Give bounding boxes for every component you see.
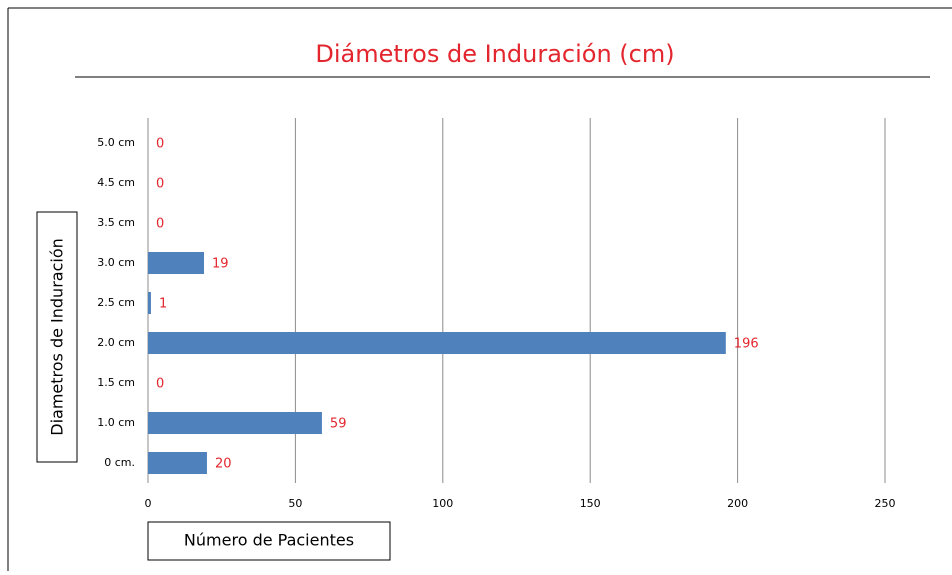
x-tick-label: 0 — [145, 497, 152, 510]
x-label-box — [147, 521, 391, 561]
bar — [148, 292, 151, 314]
x-tick-label: 100 — [432, 497, 453, 510]
value-label: 0 — [156, 177, 164, 192]
value-label: 0 — [156, 377, 164, 392]
y-tick-label: 0 cm. — [104, 456, 135, 469]
value-label: 19 — [212, 257, 229, 272]
bar — [148, 452, 207, 474]
y-tick-label: 2.0 cm — [97, 336, 135, 349]
x-tick-label: 200 — [727, 497, 748, 510]
x-tick-label: 150 — [580, 497, 601, 510]
y-tick-label: 3.5 cm — [97, 216, 135, 229]
y-tick-label: 5.0 cm — [97, 136, 135, 149]
value-label: 59 — [330, 417, 347, 432]
value-label: 20 — [215, 457, 232, 472]
bar — [148, 332, 726, 354]
x-axis-label: Número de Pacientes — [184, 531, 354, 550]
bar — [148, 252, 205, 274]
y-tick-label: 2.5 cm — [97, 296, 135, 309]
y-tick-label: 1.0 cm — [97, 416, 135, 429]
y-tick-label: 1.5 cm — [97, 376, 135, 389]
value-label: 0 — [156, 137, 164, 152]
x-tick-label: 250 — [875, 497, 896, 510]
chart-title: Diámetros de Induración (cm) — [315, 40, 674, 68]
y-axis-label: Diametros de Induración — [48, 238, 67, 436]
value-label: 1 — [159, 297, 167, 312]
x-tick-label: 50 — [288, 497, 302, 510]
value-label: 0 — [156, 217, 164, 232]
y-label-box — [36, 211, 78, 463]
bar — [148, 412, 322, 434]
value-label: 196 — [734, 337, 759, 352]
y-tick-label: 4.5 cm — [97, 176, 135, 189]
y-tick-label: 3.0 cm — [97, 256, 135, 269]
